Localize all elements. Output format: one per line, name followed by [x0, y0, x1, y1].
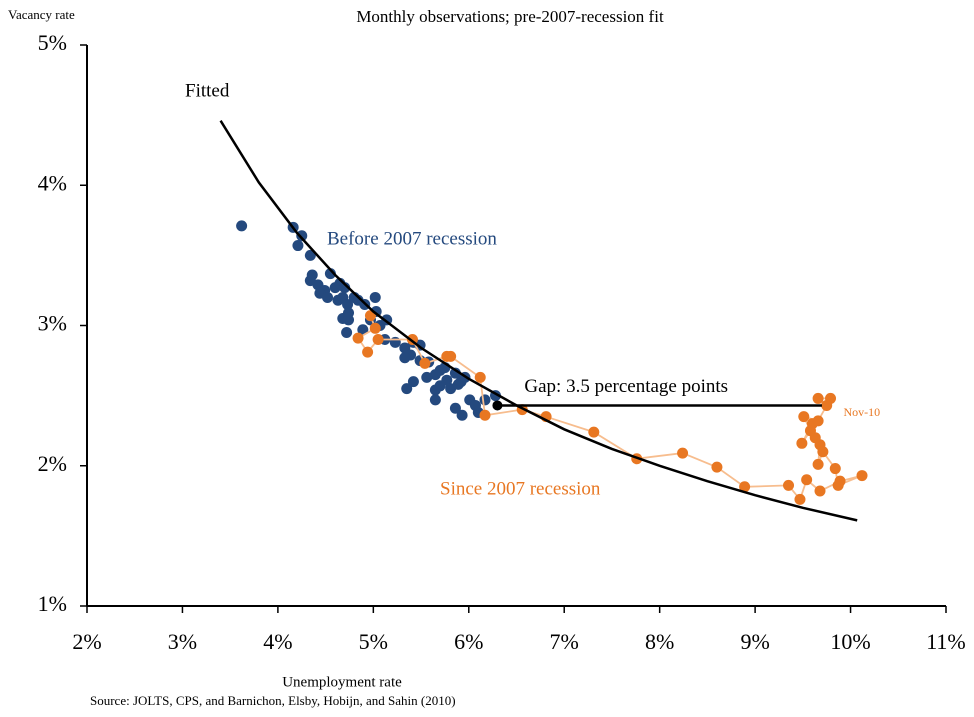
data-point [369, 322, 381, 334]
x-tick-label: 11% [926, 629, 966, 654]
data-point [796, 437, 808, 449]
x-tick-label: 10% [830, 629, 870, 654]
data-point [804, 425, 816, 437]
data-point [829, 463, 841, 475]
data-point [449, 402, 461, 414]
x-axis-label: Unemployment rate [282, 674, 402, 690]
y-tick-label: 3% [38, 311, 67, 336]
data-point [399, 352, 411, 364]
data-point [711, 461, 723, 473]
data-point [357, 324, 369, 336]
data-point [421, 371, 433, 383]
data-point [794, 493, 806, 505]
data-point [798, 411, 810, 423]
data-point [236, 220, 248, 232]
x-tick-label: 6% [454, 629, 483, 654]
chart-title: Monthly observations; pre-2007-recession… [356, 7, 664, 26]
data-point [783, 479, 795, 491]
series-label: Fitted [185, 80, 230, 101]
data-point [296, 230, 308, 242]
data-point [812, 415, 824, 427]
data-point [322, 291, 334, 303]
data-point [739, 481, 751, 493]
data-point [479, 409, 491, 421]
data-point [677, 447, 689, 459]
data-point [814, 485, 826, 497]
x-tick-label: 2% [72, 629, 101, 654]
data-point [801, 474, 813, 486]
data-point [445, 350, 457, 362]
series-label: Since 2007 recession [440, 478, 601, 499]
y-tick-label: 4% [38, 170, 67, 195]
gap-start-dot [492, 400, 503, 411]
data-point [856, 470, 868, 482]
data-point [292, 240, 304, 252]
data-point [341, 327, 353, 339]
x-tick-label: 7% [550, 629, 579, 654]
y-axis-label: Vacancy rate [8, 7, 75, 22]
x-tick-label: 8% [645, 629, 674, 654]
data-point [369, 291, 381, 303]
data-point [434, 380, 446, 392]
end-label: Nov-10 [844, 405, 881, 419]
data-point [362, 346, 374, 358]
data-point [832, 479, 844, 491]
data-point [419, 357, 431, 369]
y-tick-label: 5% [38, 30, 67, 55]
x-tick-label: 4% [263, 629, 292, 654]
series-label: Before 2007 recession [327, 228, 497, 249]
source-note: Source: JOLTS, CPS, and Barnichon, Elsby… [90, 693, 456, 708]
data-point [324, 268, 336, 280]
data-point [429, 394, 441, 406]
data-point [812, 458, 824, 470]
data-point [825, 392, 837, 404]
data-point [812, 392, 824, 404]
y-tick-label: 1% [38, 591, 67, 616]
data-point [479, 394, 491, 406]
data-point [588, 426, 600, 438]
x-tick-label: 9% [740, 629, 769, 654]
data-point [352, 332, 364, 344]
gap-label: Gap: 3.5 percentage points [524, 376, 728, 397]
data-point [304, 249, 316, 261]
data-point [401, 383, 413, 395]
data-point [343, 307, 355, 319]
data-point [389, 336, 401, 348]
fitted-curve [219, 120, 858, 522]
data-point [342, 298, 354, 310]
x-tick-label: 3% [168, 629, 197, 654]
data-point [407, 376, 419, 388]
x-tick-label: 5% [359, 629, 388, 654]
y-tick-label: 2% [38, 451, 67, 476]
data-point [474, 371, 486, 383]
data-point [339, 282, 351, 294]
data-point [372, 334, 384, 346]
connector-line [356, 315, 863, 502]
data-point [456, 409, 468, 421]
